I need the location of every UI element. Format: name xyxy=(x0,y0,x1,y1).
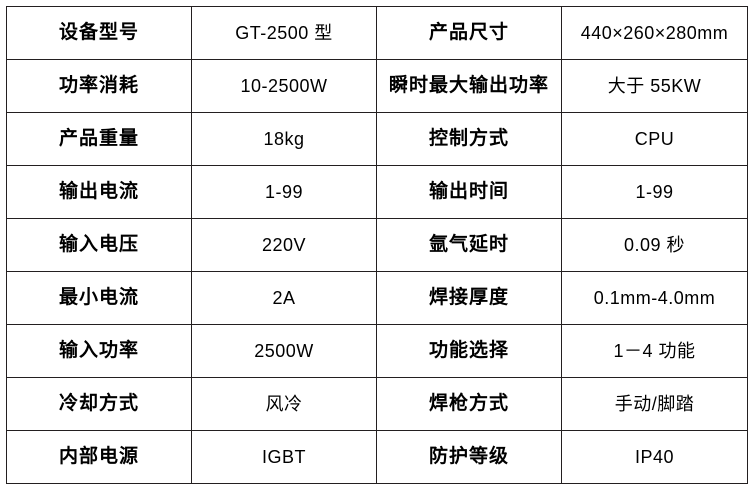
row-value-2: 大于 55KW xyxy=(561,59,748,113)
specification-table: 设备型号 GT-2500 型 产品尺寸 440×260×280mm 功率消耗 1… xyxy=(6,6,748,484)
row-label-1: 产品重量 xyxy=(6,112,192,166)
row-value-1: 18kg xyxy=(191,112,377,166)
row-label-2: 焊接厚度 xyxy=(376,271,562,325)
row-label-1: 设备型号 xyxy=(6,6,192,60)
row-value-1: 220V xyxy=(191,218,377,272)
row-value-2: 手动/脚踏 xyxy=(561,377,748,431)
row-label-1: 冷却方式 xyxy=(6,377,192,431)
row-value-2: IP40 xyxy=(561,430,748,484)
row-value-2: 0.1mm-4.0mm xyxy=(561,271,748,325)
row-label-2: 功能选择 xyxy=(376,324,562,378)
row-label-1: 输出电流 xyxy=(6,165,192,219)
row-label-1: 输入功率 xyxy=(6,324,192,378)
row-value-1: 1-99 xyxy=(191,165,377,219)
row-value-2: 440×260×280mm xyxy=(561,6,748,60)
row-label-2: 防护等级 xyxy=(376,430,562,484)
table-row: 冷却方式 风冷 焊枪方式 手动/脚踏 xyxy=(6,377,748,431)
row-value-2: CPU xyxy=(561,112,748,166)
row-value-1: 风冷 xyxy=(191,377,377,431)
row-value-1: GT-2500 型 xyxy=(191,6,377,60)
row-value-1: IGBT xyxy=(191,430,377,484)
row-value-1: 10-2500W xyxy=(191,59,377,113)
row-value-2: 1-99 xyxy=(561,165,748,219)
row-value-1: 2A xyxy=(191,271,377,325)
row-label-2: 产品尺寸 xyxy=(376,6,562,60)
row-label-2: 瞬时最大输出功率 xyxy=(376,59,562,113)
table-body: 设备型号 GT-2500 型 产品尺寸 440×260×280mm 功率消耗 1… xyxy=(6,6,748,484)
row-value-1: 2500W xyxy=(191,324,377,378)
table-row: 最小电流 2A 焊接厚度 0.1mm-4.0mm xyxy=(6,271,748,325)
row-label-1: 内部电源 xyxy=(6,430,192,484)
table-row: 功率消耗 10-2500W 瞬时最大输出功率 大于 55KW xyxy=(6,59,748,113)
row-value-2: 1－4 功能 xyxy=(561,324,748,378)
row-label-2: 氩气延时 xyxy=(376,218,562,272)
row-label-1: 最小电流 xyxy=(6,271,192,325)
table-row: 设备型号 GT-2500 型 产品尺寸 440×260×280mm xyxy=(6,6,748,60)
row-label-1: 输入电压 xyxy=(6,218,192,272)
table-row: 输入功率 2500W 功能选择 1－4 功能 xyxy=(6,324,748,378)
row-label-2: 焊枪方式 xyxy=(376,377,562,431)
row-label-2: 输出时间 xyxy=(376,165,562,219)
table-row: 内部电源 IGBT 防护等级 IP40 xyxy=(6,430,748,484)
table-row: 产品重量 18kg 控制方式 CPU xyxy=(6,112,748,166)
table-row: 输入电压 220V 氩气延时 0.09 秒 xyxy=(6,218,748,272)
row-value-2: 0.09 秒 xyxy=(561,218,748,272)
row-label-2: 控制方式 xyxy=(376,112,562,166)
row-label-1: 功率消耗 xyxy=(6,59,192,113)
table-row: 输出电流 1-99 输出时间 1-99 xyxy=(6,165,748,219)
